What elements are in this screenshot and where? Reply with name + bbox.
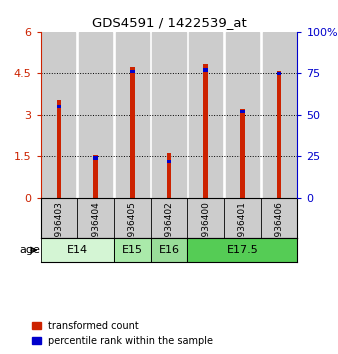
Bar — [203, 68, 208, 72]
Bar — [167, 160, 171, 163]
Text: E15: E15 — [122, 245, 143, 255]
Bar — [79, 32, 112, 198]
Text: age: age — [20, 245, 41, 255]
Legend: transformed count, percentile rank within the sample: transformed count, percentile rank withi… — [32, 321, 213, 346]
Bar — [116, 32, 149, 198]
Title: GDS4591 / 1422539_at: GDS4591 / 1422539_at — [92, 16, 246, 29]
Bar — [189, 32, 222, 198]
Text: GSM936404: GSM936404 — [91, 201, 100, 256]
Bar — [203, 64, 208, 198]
Bar — [240, 109, 245, 198]
Text: GSM936406: GSM936406 — [274, 201, 284, 256]
Text: GSM936401: GSM936401 — [238, 201, 247, 256]
Bar — [277, 70, 281, 198]
Bar — [151, 238, 187, 262]
Bar — [226, 32, 259, 198]
Bar — [57, 100, 61, 198]
Text: GSM936405: GSM936405 — [128, 201, 137, 256]
Bar — [130, 70, 135, 73]
Bar — [130, 67, 135, 198]
Bar — [42, 32, 75, 198]
Text: GSM936403: GSM936403 — [54, 201, 64, 256]
Text: E14: E14 — [67, 245, 88, 255]
Text: E17.5: E17.5 — [226, 245, 258, 255]
Text: E16: E16 — [159, 245, 179, 255]
Bar — [277, 72, 281, 75]
Bar — [240, 110, 245, 113]
Bar — [114, 238, 151, 262]
Bar — [187, 238, 297, 262]
Bar — [152, 32, 186, 198]
Bar — [263, 32, 296, 198]
Bar — [167, 153, 171, 198]
Text: GSM936400: GSM936400 — [201, 201, 210, 256]
Text: GSM936402: GSM936402 — [165, 201, 173, 256]
Bar — [93, 156, 98, 160]
Bar — [93, 155, 98, 198]
Bar — [41, 238, 114, 262]
Bar — [57, 105, 61, 108]
